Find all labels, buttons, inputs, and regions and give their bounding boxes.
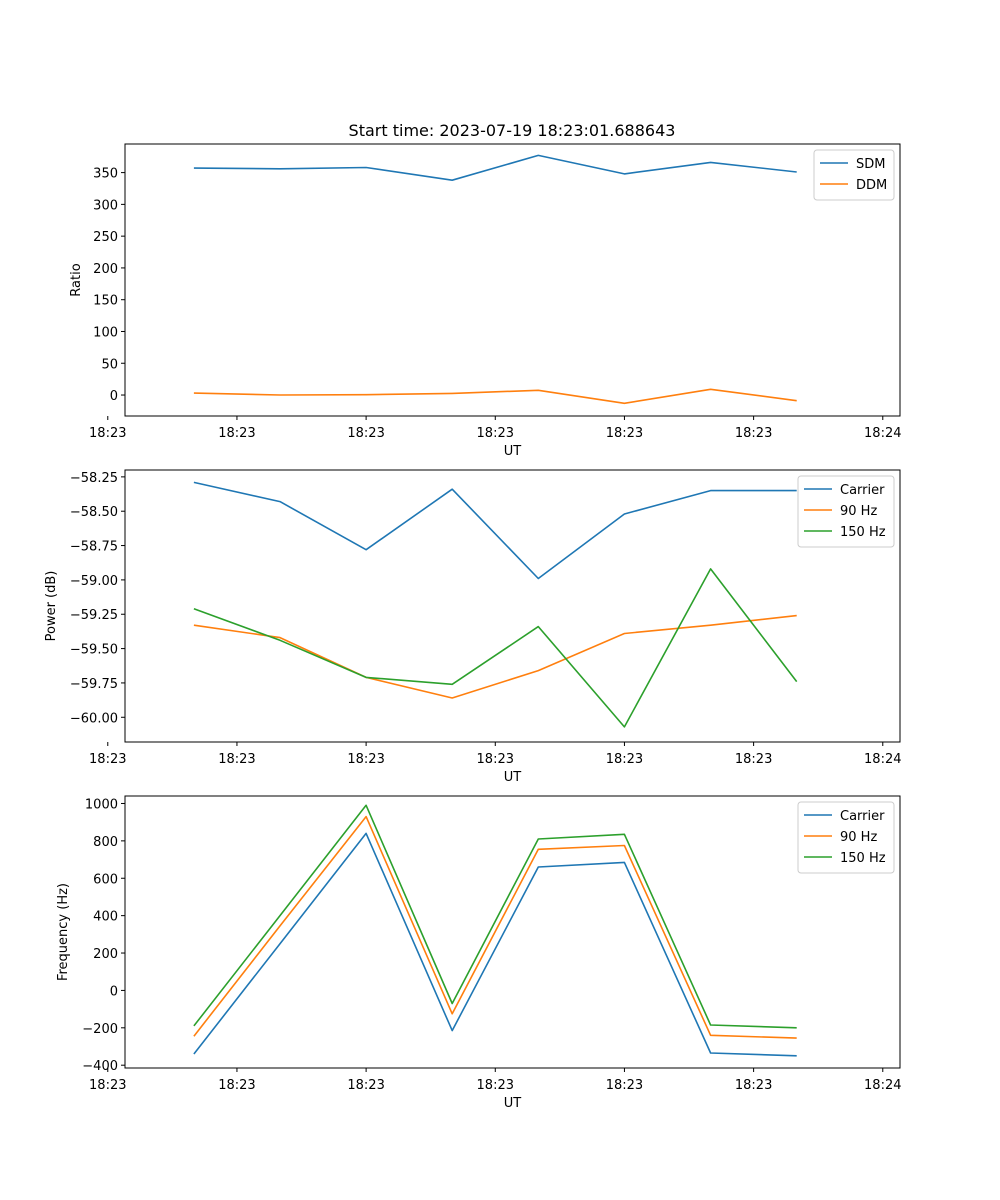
power-x-tick-label: 18:23 — [735, 752, 772, 767]
frequency-y-tick-label: 800 — [93, 835, 118, 850]
power-series-150-hz-line — [193, 568, 798, 728]
power-series-carrier-line — [193, 481, 797, 580]
power-legend — [797, 475, 895, 548]
frequency-x-tick-label: 18:23 — [735, 1078, 772, 1093]
frequency-legend-label-90-hz: 90 Hz — [840, 830, 877, 845]
power-x-tick-label: 18:23 — [477, 752, 514, 767]
power-y-axis-label: Power (dB) — [44, 571, 59, 642]
power-axes-frame — [124, 469, 901, 743]
ratio-y-tick-label: 100 — [93, 325, 118, 340]
frequency-legend-label-carrier: Carrier — [840, 809, 885, 824]
frequency-x-tick-label: 18:24 — [864, 1078, 901, 1093]
power-y-tick-label: −59.00 — [70, 574, 118, 589]
ratio-y-axis-label: Ratio — [69, 263, 84, 296]
ratio-y-tick-label: 150 — [93, 294, 118, 309]
ratio-x-axis-label: UT — [504, 444, 522, 459]
ratio-x-tick-label: 18:23 — [218, 426, 255, 441]
ratio-y-tick-label: 250 — [93, 230, 118, 245]
power-y-tick-label: −58.25 — [70, 471, 118, 486]
frequency-series-90-hz-line — [193, 815, 797, 1039]
ratio-y-tick-label: 300 — [93, 198, 118, 213]
frequency-axes-frame — [124, 795, 901, 1069]
power-legend-label-150-hz: 150 Hz — [840, 525, 886, 540]
ratio-x-tick-label: 18:23 — [89, 426, 126, 441]
frequency-panel: −400 −200 0 200 400 600 800 1000 18:23 18:23 18:23… — [56, 795, 902, 1111]
power-series-90-hz-line — [193, 614, 797, 699]
power-x-axis-label: UT — [504, 770, 522, 785]
ratio-x-tick-label: 18:23 — [735, 426, 772, 441]
ratio-x-tick-label: 18:23 — [477, 426, 514, 441]
ratio-x-tick-label: 18:24 — [864, 426, 901, 441]
power-x-tick-label: 18:24 — [864, 752, 901, 767]
power-y-tick-label: −58.50 — [70, 505, 118, 520]
power-panel: −60.00 −59.75 −59.50 −59.25 −59.00 −58.75 −58.… — [44, 469, 902, 785]
power-y-tick-label: −59.75 — [70, 677, 118, 692]
frequency-x-tick-label: 18:23 — [347, 1078, 384, 1093]
ratio-panel: 0 50 100 150 200 250 300 350 18:23 18:23 18:23 18:2… — [69, 143, 902, 459]
ratio-legend-label-sdm: SDM — [856, 157, 885, 172]
ratio-y-tick-label: 50 — [101, 357, 118, 372]
frequency-y-tick-label: 400 — [93, 910, 118, 925]
frequency-y-tick-label: 600 — [93, 872, 118, 887]
power-legend-label-carrier: Carrier — [840, 483, 885, 498]
power-x-tick-label: 18:23 — [347, 752, 384, 767]
frequency-series-carrier-line — [193, 832, 797, 1057]
ratio-series-sdm-line — [193, 154, 797, 181]
frequency-x-tick-label: 18:23 — [89, 1078, 126, 1093]
frequency-y-tick-label: 1000 — [85, 797, 118, 812]
frequency-x-tick-label: 18:23 — [606, 1078, 643, 1093]
ratio-y-tick-label: 0 — [110, 389, 118, 404]
frequency-x-axis-label: UT — [504, 1096, 522, 1111]
frequency-y-axis-label: Frequency (Hz) — [56, 883, 71, 981]
ratio-x-tick-label: 18:23 — [606, 426, 643, 441]
power-y-tick-label: −60.00 — [70, 711, 118, 726]
frequency-x-tick-label: 18:23 — [477, 1078, 514, 1093]
ratio-y-tick-label: 200 — [93, 262, 118, 277]
frequency-y-tick-label: −200 — [82, 1022, 118, 1037]
ratio-legend-label-ddm: DDM — [856, 178, 887, 193]
frequency-y-tick-label: 0 — [110, 984, 118, 999]
ratio-y-tick-label: 350 — [93, 167, 118, 182]
power-x-tick-label: 18:23 — [218, 752, 255, 767]
frequency-series-150-hz-line — [193, 804, 797, 1029]
ratio-x-tick-label: 18:23 — [347, 426, 384, 441]
frequency-x-tick-label: 18:23 — [218, 1078, 255, 1093]
power-y-tick-label: −59.50 — [70, 643, 118, 658]
frequency-legend — [797, 801, 895, 874]
frequency-legend-label-150-hz: 150 Hz — [840, 851, 886, 866]
ratio-series-ddm-line — [193, 388, 797, 405]
power-x-tick-label: 18:23 — [89, 752, 126, 767]
figure-title: Start time: 2023-07-19 18:23:01.688643 — [349, 121, 676, 140]
frequency-y-tick-label: 200 — [93, 947, 118, 962]
power-x-tick-label: 18:23 — [606, 752, 643, 767]
power-legend-label-90-hz: 90 Hz — [840, 504, 877, 519]
power-y-tick-label: −59.25 — [70, 608, 118, 623]
frequency-y-tick-label: −400 — [82, 1059, 118, 1074]
ratio-axes-frame — [124, 143, 901, 417]
power-y-tick-label: −58.75 — [70, 540, 118, 555]
